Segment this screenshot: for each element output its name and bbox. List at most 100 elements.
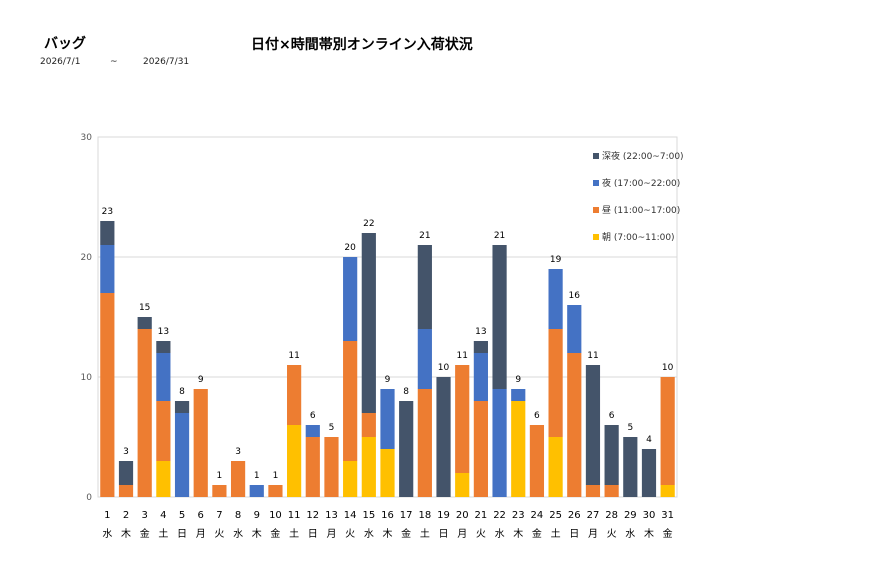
data-label: 19 (550, 255, 562, 265)
data-label: 15 (139, 303, 150, 313)
x-weekday-label: 月 (588, 528, 598, 540)
x-weekday-label: 月 (457, 528, 467, 540)
bar-segment (287, 365, 302, 425)
data-label: 10 (438, 363, 450, 373)
bar-segment (156, 353, 171, 401)
x-weekday-label: 土 (420, 527, 430, 540)
data-label: 3 (235, 447, 241, 457)
x-weekday-label: 水 (625, 528, 635, 540)
data-label: 4 (646, 435, 652, 445)
x-weekday-label: 木 (383, 528, 393, 540)
bar-segment (305, 437, 320, 497)
bar-segment (455, 473, 470, 497)
bar-segment (156, 461, 171, 497)
data-label: 13 (475, 327, 486, 337)
bar-segment (174, 413, 190, 497)
x-tick-label: 23 (512, 510, 525, 521)
category-label: バッグ (44, 36, 86, 52)
data-label: 9 (515, 375, 521, 385)
y-tick-label: 30 (81, 133, 93, 143)
legend-swatch (593, 153, 599, 159)
data-label: 3 (123, 447, 129, 457)
data-label: 1 (217, 471, 223, 481)
x-tick-label: 11 (288, 510, 301, 521)
x-weekday-label: 金 (532, 527, 542, 540)
legend-swatch (593, 234, 599, 240)
x-tick-label: 21 (475, 510, 488, 521)
x-weekday-label: 日 (177, 529, 187, 540)
data-label: 22 (363, 219, 374, 229)
x-weekday-label: 火 (607, 528, 617, 540)
data-label: 5 (627, 423, 633, 433)
legend-label: 夜 (17:00~22:00) (602, 177, 680, 189)
bar-segment (585, 365, 601, 485)
legend-swatch (593, 180, 599, 186)
bar-segment (174, 401, 190, 413)
y-tick-label: 20 (81, 253, 93, 263)
x-tick-label: 26 (568, 510, 581, 521)
data-label: 11 (288, 351, 299, 361)
x-tick-label: 22 (493, 510, 506, 521)
bar-segment (641, 449, 657, 497)
x-tick-label: 14 (344, 510, 357, 521)
data-label: 6 (534, 411, 540, 421)
data-label: 9 (198, 375, 204, 385)
legend-label: 深夜 (22:00~7:00) (602, 150, 684, 162)
bar-segment (604, 485, 619, 497)
bar-segment (230, 461, 246, 497)
x-weekday-label: 木 (644, 528, 654, 540)
x-tick-label: 25 (549, 510, 562, 521)
bar-segment (361, 413, 376, 437)
bar-segment (623, 437, 638, 497)
x-tick-label: 18 (418, 510, 431, 521)
bar-segment (287, 425, 302, 497)
x-tick-label: 5 (179, 510, 185, 521)
data-label: 20 (344, 243, 356, 253)
bar-segment (343, 257, 358, 341)
data-label: 16 (569, 291, 581, 301)
bar-segment (567, 353, 582, 497)
x-tick-label: 1 (104, 510, 110, 521)
x-weekday-label: 火 (476, 528, 486, 540)
x-tick-label: 28 (605, 510, 618, 521)
x-tick-label: 3 (142, 510, 148, 521)
x-weekday-label: 日 (569, 529, 579, 540)
x-weekday-label: 水 (102, 528, 112, 540)
date-range-separator: ~ (110, 57, 118, 67)
data-label: 6 (310, 411, 316, 421)
x-tick-label: 19 (437, 510, 450, 521)
bar-segment (473, 353, 488, 401)
bar-segment (417, 329, 432, 389)
x-weekday-label: 土 (158, 527, 168, 540)
bar-segment (361, 437, 376, 497)
x-tick-label: 29 (624, 510, 637, 521)
x-weekday-label: 火 (214, 528, 224, 540)
bar-segment (100, 293, 115, 497)
bar-segment (604, 425, 619, 485)
bar-segment (660, 377, 675, 485)
x-tick-label: 16 (381, 510, 394, 521)
bar-segment (193, 389, 208, 497)
bar-segment (343, 461, 358, 497)
bar-segment (511, 401, 526, 497)
x-weekday-label: 月 (326, 528, 336, 540)
bar-segment (417, 245, 432, 329)
x-weekday-label: 金 (270, 527, 280, 540)
x-weekday-label: 水 (495, 528, 505, 540)
bar-segment (492, 245, 507, 389)
x-tick-label: 6 (198, 510, 204, 521)
data-label: 21 (494, 231, 505, 241)
x-tick-label: 24 (531, 510, 544, 521)
bar-segment (118, 485, 134, 497)
bar-segment (212, 485, 227, 497)
bar-segment (548, 269, 563, 329)
data-label: 21 (419, 231, 430, 241)
bar-segment (473, 341, 488, 353)
bar-segment (548, 437, 563, 497)
bar-segment (118, 461, 134, 485)
x-tick-label: 20 (456, 510, 469, 521)
x-tick-label: 9 (254, 510, 260, 521)
data-label: 11 (587, 351, 598, 361)
data-label: 10 (662, 363, 674, 373)
